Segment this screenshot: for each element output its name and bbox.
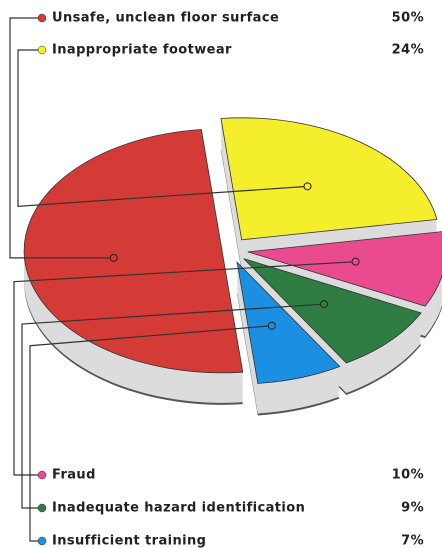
- value-label: 7%: [401, 534, 424, 548]
- legend-dot: [37, 45, 47, 55]
- anchor-dot: [319, 300, 328, 309]
- legend-dot: [37, 470, 47, 480]
- anchor-dot: [109, 253, 118, 262]
- slice: [243, 258, 422, 364]
- legend-dot: [37, 503, 47, 513]
- anchor-dot: [267, 321, 276, 330]
- legend-label: Inappropriate footwear: [52, 43, 232, 58]
- legend-label: Fraud: [52, 468, 96, 483]
- leader-line: [29, 325, 272, 542]
- legend-label: Unsafe, unclean floor surface: [52, 11, 279, 26]
- value-label: 24%: [392, 43, 424, 58]
- leader-line: [13, 261, 356, 476]
- slice: [236, 260, 341, 384]
- value-label: 10%: [392, 468, 424, 483]
- anchor-dot: [351, 257, 360, 266]
- legend-dot: [37, 13, 47, 23]
- value-label: 9%: [401, 501, 424, 516]
- slice: [247, 231, 442, 307]
- slice: [220, 117, 438, 241]
- pie: [24, 117, 442, 416]
- slice: [24, 129, 244, 374]
- legend-label: Inadequate hazard identification: [52, 501, 305, 516]
- leader-line: [21, 303, 324, 509]
- leader-line: [9, 17, 114, 259]
- legend-label: Insufficient training: [52, 534, 206, 548]
- legend-dot: [37, 536, 47, 546]
- anchor-dot: [303, 182, 312, 191]
- value-label: 50%: [392, 11, 424, 26]
- leader-line: [17, 49, 308, 208]
